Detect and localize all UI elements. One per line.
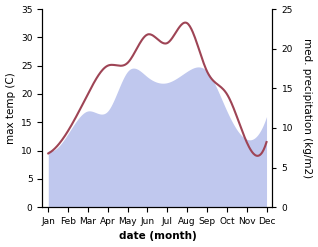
- Y-axis label: max temp (C): max temp (C): [5, 72, 16, 144]
- X-axis label: date (month): date (month): [119, 231, 196, 242]
- Y-axis label: med. precipitation (kg/m2): med. precipitation (kg/m2): [302, 38, 313, 178]
